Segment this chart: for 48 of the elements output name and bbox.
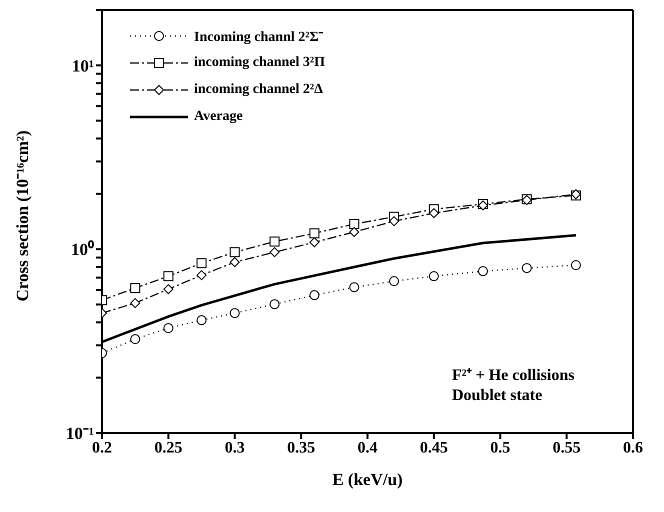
point: [196, 258, 207, 268]
x-tick-label: 0.35: [287, 439, 316, 456]
point: [270, 236, 280, 247]
point: [230, 308, 240, 318]
x-axis-title: E (keV/u): [332, 470, 403, 489]
x-tick-label: 0.6: [623, 439, 643, 456]
point: [230, 247, 240, 258]
x-tick-label: 0.2: [92, 439, 112, 456]
legend-label: Incoming channl 2²Σ⁻: [194, 28, 324, 46]
x-tick-label: 0.45: [420, 439, 448, 456]
x-tick-label: 0.55: [552, 439, 581, 456]
y-tick-label: 10⁻¹: [66, 424, 94, 444]
point: [389, 276, 400, 286]
x-tick-label: 0.4: [358, 439, 378, 456]
point: [309, 228, 320, 238]
point: [163, 323, 174, 334]
y-axis-title: Cross section (10⁻¹⁶cm²): [13, 130, 32, 302]
point: [428, 271, 439, 282]
point: [130, 283, 140, 294]
point: [309, 290, 320, 300]
x-tick-label: 0.25: [154, 439, 182, 456]
x-tick-label: 0.5: [490, 439, 510, 456]
point: [349, 219, 360, 230]
point: [163, 271, 174, 282]
point: [349, 226, 360, 237]
point: [478, 266, 488, 276]
point: [309, 237, 320, 248]
point: [428, 208, 439, 218]
point: [196, 315, 207, 326]
point: [522, 263, 532, 274]
point: [130, 334, 140, 344]
point: [163, 284, 174, 294]
annotation: Doublet state: [452, 386, 544, 406]
point: [570, 260, 581, 270]
annotation: F²⁺ + He collisions: [452, 366, 574, 386]
point: [196, 270, 207, 280]
point: [130, 298, 140, 308]
legend-label: incoming channel 3²Π: [194, 54, 325, 70]
legend-label: Average: [194, 108, 243, 124]
point: [230, 257, 240, 268]
point: [389, 216, 400, 226]
point: [270, 247, 280, 258]
point: [270, 299, 280, 310]
y-tick-label: 10¹: [72, 56, 94, 76]
legend-label: incoming channel 2²Δ: [194, 82, 323, 98]
y-tick-label: 10⁰: [71, 240, 94, 260]
x-tick-label: 0.3: [224, 439, 245, 456]
point: [349, 282, 360, 292]
